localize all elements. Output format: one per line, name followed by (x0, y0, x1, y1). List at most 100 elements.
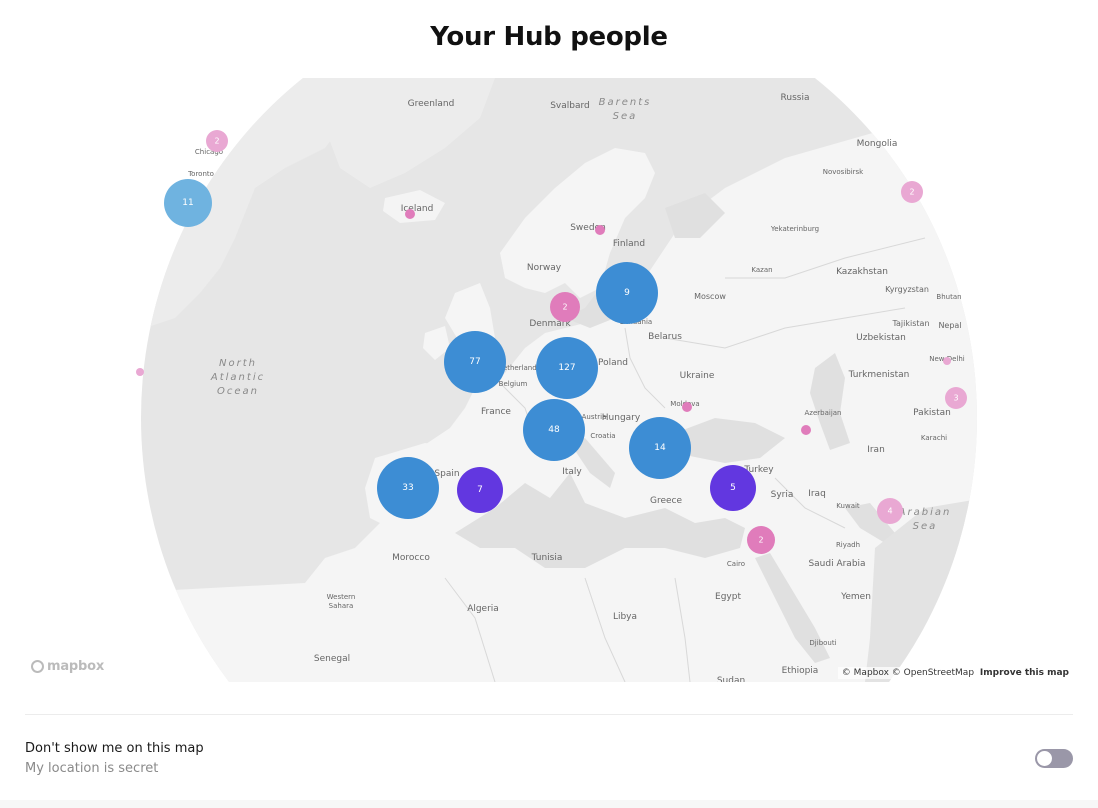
cluster-marker[interactable] (945, 387, 967, 409)
cluster-count: 5 (730, 483, 736, 493)
cluster-marker[interactable] (405, 209, 415, 219)
place-label: Senegal (314, 654, 350, 664)
improve-map-link[interactable]: Improve this map (979, 668, 1069, 678)
member-cluster[interactable]: 2 (747, 526, 775, 554)
member-cluster[interactable]: 9 (596, 262, 658, 324)
cluster-count: 48 (548, 425, 560, 435)
member-cluster[interactable] (682, 402, 692, 412)
mapbox-logo[interactable]: mapbox (31, 659, 104, 674)
member-cluster[interactable]: 14 (629, 417, 691, 479)
place-label: Saudi Arabia (808, 559, 865, 569)
member-cluster[interactable] (801, 425, 811, 435)
osm-credit-link[interactable]: © OpenStreetMap (891, 668, 975, 678)
cluster-marker[interactable] (136, 368, 144, 376)
member-cluster[interactable]: 4 (877, 498, 903, 524)
place-label: Uzbekistan (856, 333, 906, 343)
section-divider (25, 714, 1073, 715)
place-label: Azerbaijan (805, 409, 842, 417)
cluster-count: 2 (909, 188, 914, 197)
member-cluster[interactable]: 33 (377, 457, 439, 519)
hide-location-label: Don't show me on this map (25, 741, 204, 756)
cluster-marker[interactable] (377, 457, 439, 519)
cluster-marker[interactable] (206, 130, 228, 152)
world-map[interactable]: Greenland Svalbard Russia Mongolia Chicago To… (25, 78, 1073, 682)
place-label: Greece (650, 496, 682, 506)
place-label: Yemen (840, 592, 871, 602)
cluster-count: 2 (562, 303, 567, 312)
member-cluster[interactable]: 2 (206, 130, 228, 152)
member-cluster[interactable]: 48 (523, 399, 585, 461)
cluster-marker[interactable] (550, 292, 580, 322)
hide-location-toggle[interactable] (1035, 749, 1073, 768)
place-label: Djibouti (809, 639, 836, 647)
cluster-marker[interactable] (595, 225, 605, 235)
member-cluster[interactable] (136, 368, 144, 376)
cluster-marker[interactable] (682, 402, 692, 412)
cluster-marker[interactable] (747, 526, 775, 554)
member-cluster[interactable] (595, 225, 605, 235)
member-cluster[interactable]: 127 (536, 337, 598, 399)
member-cluster[interactable] (405, 209, 415, 219)
member-cluster[interactable]: 3 (945, 387, 967, 409)
member-cluster[interactable]: 5 (710, 465, 756, 511)
sea-label: North Atlantic Ocean (210, 358, 265, 397)
member-clusters[interactable]: 2 11 2 9 2 77 127 3 48 14 33 7 5 4 2 (136, 130, 967, 554)
place-label: Tunisia (531, 553, 563, 563)
member-cluster[interactable]: 11 (164, 179, 212, 227)
place-label: Riyadh (836, 541, 860, 549)
cluster-marker[interactable] (523, 399, 585, 461)
place-label: Egypt (715, 592, 741, 602)
cluster-marker[interactable] (943, 357, 951, 365)
cluster-count: 7 (477, 485, 483, 495)
place-label: France (481, 407, 511, 417)
place-label: Chicago (195, 148, 223, 156)
cluster-marker[interactable] (596, 262, 658, 324)
cluster-count: 9 (624, 288, 630, 298)
cluster-marker[interactable] (877, 498, 903, 524)
place-label: Kazan (751, 266, 772, 274)
place-label: Greenland (408, 99, 455, 109)
place-label: Syria (771, 490, 794, 500)
map-attribution: © Mapbox © OpenStreetMap Improve this ma… (837, 667, 1069, 679)
cluster-marker[interactable] (901, 181, 923, 203)
place-label: Denmark (529, 319, 571, 329)
map-canvas[interactable]: Greenland Svalbard Russia Mongolia Chicago To… (25, 78, 1073, 682)
place-label: Russia (781, 93, 810, 103)
member-cluster[interactable] (943, 357, 951, 365)
member-cluster[interactable]: 7 (457, 467, 503, 513)
place-label: Iraq (808, 489, 826, 499)
member-cluster[interactable]: 2 (550, 292, 580, 322)
cluster-marker[interactable] (164, 179, 212, 227)
hide-location-sublabel: My location is secret (25, 761, 159, 776)
mapbox-logo-icon (31, 660, 44, 673)
sea-label: Barents Sea (599, 97, 652, 122)
cluster-marker[interactable] (457, 467, 503, 513)
place-label: Sweden (570, 223, 606, 233)
cluster-count: 127 (558, 363, 575, 373)
place-label: Kyrgyzstan (885, 285, 929, 294)
country-labels: Greenland Svalbard Russia Mongolia Chicago To… (187, 93, 965, 682)
place-label: Netherlands (498, 364, 541, 372)
place-label: Svalbard (550, 101, 590, 111)
cluster-marker[interactable] (536, 337, 598, 399)
place-label: Poland (598, 358, 628, 368)
mapbox-credit-link[interactable]: © Mapbox (841, 668, 889, 678)
place-label: Bhutan (936, 293, 961, 301)
cluster-marker[interactable] (629, 417, 691, 479)
cluster-count: 2 (214, 137, 219, 146)
member-cluster[interactable]: 2 (901, 181, 923, 203)
cluster-marker[interactable] (444, 331, 506, 393)
place-label: Iceland (401, 204, 434, 214)
cluster-marker[interactable] (710, 465, 756, 511)
place-label: Sahara (329, 602, 354, 610)
sea-labels: Barents Sea North Atlantic Ocean Arabian Sea (210, 97, 949, 532)
place-label: Libya (613, 612, 637, 622)
page-title: Your Hub people (430, 22, 668, 52)
place-label: Spain (434, 469, 459, 479)
place-label: Western (327, 593, 356, 601)
cluster-marker[interactable] (801, 425, 811, 435)
place-label: Toronto (187, 170, 214, 178)
member-cluster[interactable]: 77 (444, 331, 506, 393)
place-label: Morocco (392, 553, 430, 563)
place-label: Norway (527, 263, 562, 273)
